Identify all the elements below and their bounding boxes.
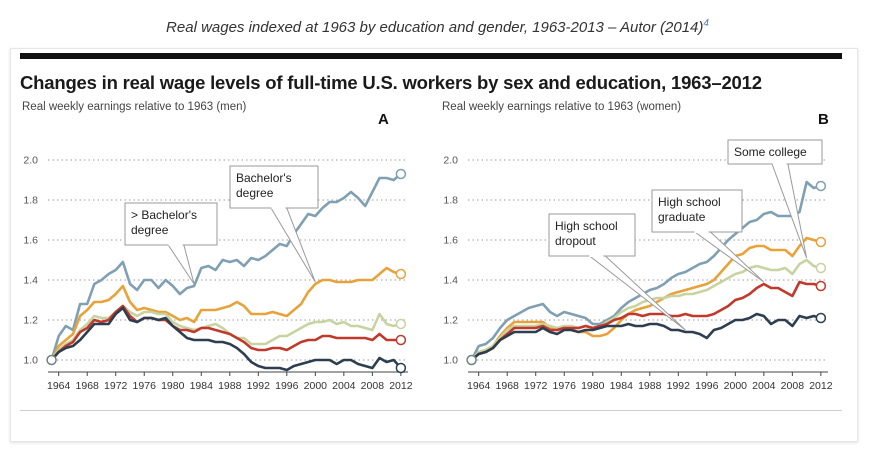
panel-a-subtitle: Real weekly earnings relative to 1963 (m… [22, 101, 247, 113]
x-tick-label: 1988 [218, 380, 242, 392]
series-line-bachelor_plus [50, 172, 403, 362]
x-tick-label: 2004 [332, 380, 356, 392]
end-marker-bachelor [815, 236, 827, 248]
annotation-box [124, 202, 218, 246]
panel-a-letter: A [378, 111, 389, 128]
x-tick-label: 2012 [389, 380, 413, 392]
y-tick-label: 2.0 [23, 155, 38, 167]
x-tick-label: 1984 [190, 380, 214, 392]
annotation-box [548, 213, 636, 257]
x-tick-label: 2000 [724, 380, 748, 392]
x-tick-label: 1968 [496, 380, 520, 392]
x-tick-label: 1988 [638, 380, 662, 392]
end-marker-hs_dropout [395, 362, 407, 374]
chart-title: Changes in real wage levels of full-time… [20, 72, 762, 93]
start-marker [466, 354, 477, 366]
annotation-callout: Some college [727, 139, 823, 259]
x-tick-label: 1984 [610, 380, 634, 392]
annotation-label: degree [236, 186, 274, 200]
footnote-link[interactable]: 4 [703, 18, 709, 29]
x-tick-label: 1992 [247, 380, 271, 392]
x-tick-label: 1972 [104, 380, 128, 392]
annotation-label: High school [658, 195, 721, 209]
series-line-bachelor [470, 236, 823, 362]
x-tick-label: 1992 [667, 380, 691, 392]
x-tick-label: 1968 [76, 380, 100, 392]
y-tick-label: 1.8 [23, 195, 38, 207]
series-line-bachelor_plus [470, 180, 823, 362]
annotation-label: High school [555, 219, 618, 233]
caption-text: Real wages indexed at 1963 by education … [166, 19, 704, 36]
series-line-some_college [470, 258, 823, 362]
x-tick-label: 1964 [467, 380, 491, 392]
series-line-hs_graduate [470, 280, 823, 362]
y-tick-label: 1.4 [23, 275, 38, 287]
annotation-pointer [586, 254, 686, 331]
annotation-pointer [166, 243, 195, 285]
x-tick-label: 1972 [524, 380, 548, 392]
x-tick-label: 1996 [695, 380, 719, 392]
y-tick-label: 1.2 [443, 315, 458, 327]
end-marker-hs_graduate [815, 280, 827, 292]
annotation-label: dropout [555, 234, 596, 248]
x-tick-label: 2008 [781, 380, 805, 392]
bottom-rule [20, 410, 842, 411]
end-marker-hs_graduate [395, 334, 407, 346]
y-tick-label: 1.6 [23, 235, 38, 247]
panel-b-letter: B [818, 111, 829, 128]
y-tick-label: 1.2 [23, 315, 38, 327]
x-tick-label: 2000 [304, 380, 328, 392]
panel-men: Real weekly earnings relative to 1963 (m… [22, 101, 413, 392]
end-marker-bachelor_plus [815, 180, 827, 192]
series-line-bachelor [50, 266, 403, 362]
x-tick-label: 1976 [553, 380, 577, 392]
end-marker-some_college [395, 318, 407, 330]
annotation-label: > Bachelor's [131, 208, 197, 222]
x-tick-label: 2012 [809, 380, 833, 392]
x-tick-label: 2008 [361, 380, 385, 392]
x-tick-label: 1980 [581, 380, 605, 392]
start-marker [46, 354, 57, 366]
x-tick-label: 2004 [752, 380, 776, 392]
y-tick-label: 1.8 [443, 195, 458, 207]
annotation-box [727, 139, 823, 165]
y-tick-label: 1.6 [443, 235, 458, 247]
annotation-box [229, 165, 319, 209]
figure-caption: Real wages indexed at 1963 by education … [0, 18, 875, 36]
annotation-label: Some college [734, 145, 807, 159]
title-rule [20, 53, 842, 59]
x-tick-label: 1980 [161, 380, 185, 392]
y-tick-label: 1.0 [443, 355, 458, 367]
x-tick-label: 1964 [47, 380, 71, 392]
end-marker-bachelor [395, 268, 407, 280]
series-line-hs_dropout [470, 312, 823, 362]
end-marker-bachelor_plus [395, 168, 407, 180]
series-line-hs_dropout [50, 306, 403, 372]
y-tick-label: 1.0 [23, 355, 38, 367]
y-tick-label: 2.0 [443, 155, 458, 167]
annotation-label: graduate [658, 210, 706, 224]
annotation-label: degree [131, 223, 169, 237]
end-marker-hs_dropout [815, 312, 827, 324]
annotation-box [651, 189, 743, 233]
series-line-hs_graduate [50, 304, 403, 362]
y-tick-label: 1.4 [443, 275, 458, 287]
panel-b-subtitle: Real weekly earnings relative to 1963 (w… [442, 101, 681, 113]
end-marker-some_college [815, 262, 827, 274]
annotation-label: Bachelor's [236, 171, 292, 185]
annotation-pointer [770, 162, 808, 259]
x-tick-label: 1996 [275, 380, 299, 392]
panel-women: Real weekly earnings relative to 1963 (w… [442, 101, 833, 392]
x-tick-label: 1976 [133, 380, 157, 392]
